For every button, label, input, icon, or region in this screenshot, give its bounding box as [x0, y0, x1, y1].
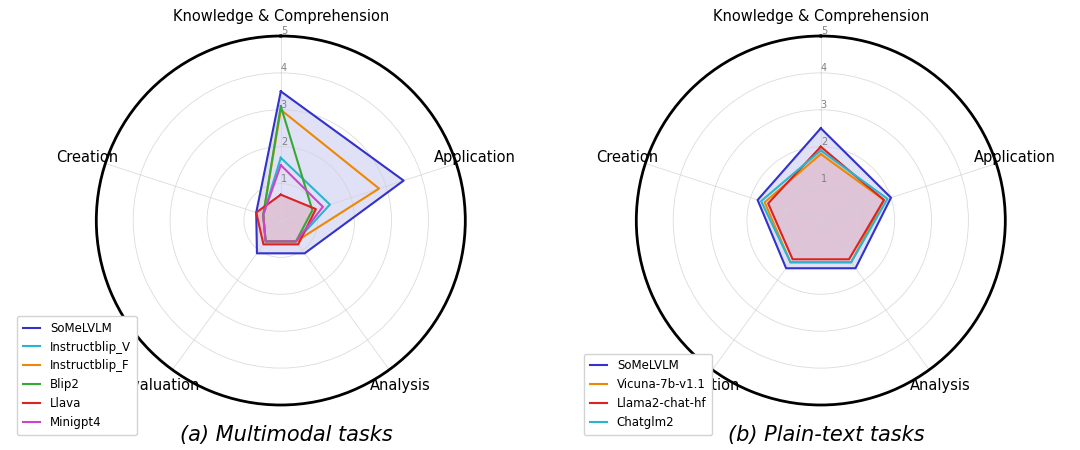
Legend: SoMeLVLM, Instructblip_V, Instructblip_F, Blip2, Llava, Minigpt4: SoMeLVLM, Instructblip_V, Instructblip_F…	[16, 316, 137, 435]
Text: (a) Multimodal tasks: (a) Multimodal tasks	[180, 426, 392, 446]
Polygon shape	[256, 91, 404, 253]
Polygon shape	[758, 128, 891, 268]
Polygon shape	[768, 147, 883, 259]
Legend: SoMeLVLM, Vicuna-7b-v1.1, Llama2-chat-hf, Chatglm2: SoMeLVLM, Vicuna-7b-v1.1, Llama2-chat-hf…	[583, 354, 713, 435]
Polygon shape	[256, 195, 315, 244]
Text: (b) Plain-text tasks: (b) Plain-text tasks	[728, 426, 924, 446]
